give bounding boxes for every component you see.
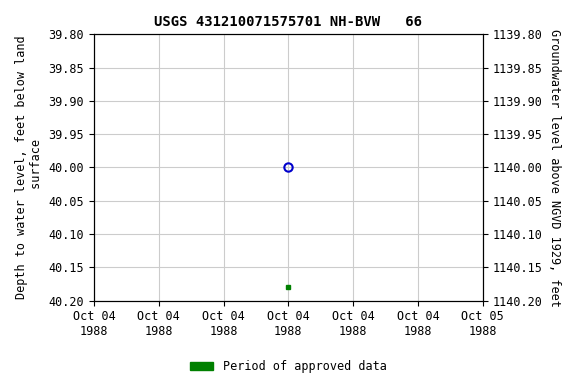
- Legend: Period of approved data: Period of approved data: [185, 356, 391, 378]
- Title: USGS 431210071575701 NH-BVW   66: USGS 431210071575701 NH-BVW 66: [154, 15, 422, 29]
- Y-axis label: Depth to water level, feet below land
 surface: Depth to water level, feet below land su…: [15, 36, 43, 299]
- Y-axis label: Groundwater level above NGVD 1929, feet: Groundwater level above NGVD 1929, feet: [548, 28, 561, 306]
